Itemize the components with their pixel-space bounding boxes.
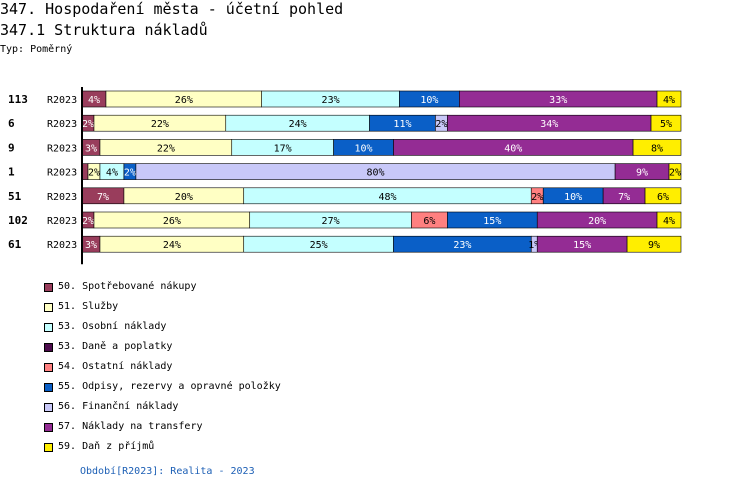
chart-type-label: Typ: Poměrný [0, 44, 73, 55]
bar-row-51: 51 R2023 7% 20% 48% 2% 10% 7% 6% [8, 187, 682, 205]
segment-value-label: 4% [663, 216, 675, 227]
segment-value-label: 22% [157, 143, 175, 154]
period-footer[interactable]: Období[R2023]: Realita - 2023 [80, 466, 255, 477]
segment-value-label: 33% [549, 95, 567, 106]
segment-value-label: 3% [85, 240, 97, 251]
row-period-label: R2023 [47, 95, 77, 106]
legend-label: 50. Spotřebované nákupy [58, 281, 197, 292]
segment-value-label: 17% [274, 143, 292, 154]
legend-swatch [44, 423, 53, 432]
segment-value-label: 8% [651, 143, 663, 154]
segment-value-label: 6% [657, 192, 669, 203]
legend-swatch [44, 283, 53, 292]
segment-value-label: 7% [618, 192, 630, 203]
segment-value-label: 2% [82, 119, 94, 130]
row-id-label: 113 [8, 93, 28, 106]
legend-label: 56. Finanční náklady [58, 401, 179, 412]
row-id-label: 1 [8, 166, 15, 179]
segment-value-label: 20% [175, 192, 193, 203]
segment-value-label: 7% [97, 192, 109, 203]
segment-value-label: 4% [88, 95, 100, 106]
segment-value-label: 2% [531, 192, 543, 203]
legend-label: 55. Odpisy, rezervy a opravné položky [58, 381, 281, 392]
stacked-bar-chart: 113 R2023 4% 26% 23% 10% 33% 4%6 R2023 2% 22% 24% 11… [8, 87, 682, 265]
segment-value-label: 40% [504, 143, 522, 154]
legend-swatch [44, 363, 53, 372]
segment-value-label: 27% [322, 216, 340, 227]
segment-value-label: 22% [151, 119, 169, 130]
bar-segment-59 [650, 114, 682, 132]
legend-label: 54. Ostatní náklady [58, 361, 173, 372]
row-period-label: R2023 [47, 192, 77, 203]
bar-row-1: 1 R2023 2% 4% 2% 80% 9% 2% [8, 163, 682, 180]
row-id-label: 51 [8, 190, 22, 203]
segment-value-label: 5% [660, 119, 672, 130]
bar-row-6: 6 R2023 2% 22% 24% 11% 2% 34% 5% [8, 114, 682, 132]
bar-segment-59 [668, 163, 682, 180]
segment-value-label: 2% [124, 168, 136, 179]
row-period-label: R2023 [47, 143, 77, 154]
segment-value-label: 26% [175, 95, 193, 106]
segment-value-label: 9% [636, 168, 648, 179]
segment-value-label: 34% [540, 119, 558, 130]
bar-segment-59 [644, 187, 682, 205]
segment-value-label: 9% [648, 240, 660, 251]
legend-label: 53. Osobní náklady [58, 321, 167, 332]
segment-value-label: 2% [88, 168, 100, 179]
legend-swatch [44, 403, 53, 412]
chart-subtitle: 347.1 Struktura nákladů [0, 21, 208, 39]
row-period-label: R2023 [47, 240, 77, 251]
row-id-label: 6 [8, 117, 15, 130]
segment-value-label: 48% [378, 192, 396, 203]
segment-value-label: 15% [573, 240, 591, 251]
segment-value-label: 23% [453, 240, 471, 251]
segment-value-label: 10% [564, 192, 582, 203]
segment-value-label: 4% [106, 168, 118, 179]
segment-value-label: 2% [82, 216, 94, 227]
segment-value-label: 24% [289, 119, 307, 130]
legend-label: 53. Daně a poplatky [58, 341, 173, 352]
legend-label: 59. Daň z příjmů [58, 441, 155, 452]
page-title: 347. Hospodaření města - účetní pohled [0, 0, 344, 18]
legend-swatch [44, 303, 53, 312]
legend-swatch [44, 323, 53, 332]
bar-segment-59 [656, 90, 682, 108]
row-period-label: R2023 [47, 119, 77, 130]
segment-value-label: 2% [669, 168, 681, 179]
bar-row-102: 102 R2023 2% 26% 27% 6% 15% 20% 4% [8, 211, 682, 229]
bar-segment-59 [656, 211, 682, 229]
row-period-label: R2023 [47, 168, 77, 179]
segment-value-label: 80% [366, 168, 384, 179]
segment-value-label: 26% [163, 216, 181, 227]
segment-value-label: 6% [423, 216, 435, 227]
legend-label: 51. Služby [58, 301, 119, 312]
segment-value-label: 24% [163, 240, 181, 251]
segment-value-label: 1% [528, 240, 540, 251]
row-id-label: 102 [8, 214, 28, 227]
row-period-label: R2023 [47, 216, 77, 227]
row-id-label: 61 [8, 238, 22, 251]
segment-value-label: 25% [310, 240, 328, 251]
segment-value-label: 23% [322, 95, 340, 106]
row-id-label: 9 [8, 141, 15, 154]
legend-swatch [44, 383, 53, 392]
segment-value-label: 4% [663, 95, 675, 106]
bar-segment-59 [626, 235, 682, 253]
segment-value-label: 10% [354, 143, 372, 154]
segment-value-label: 15% [483, 216, 501, 227]
legend-swatch [44, 443, 53, 452]
legend-swatch [44, 343, 53, 352]
segment-value-label: 20% [588, 216, 606, 227]
bar-segment-59 [632, 139, 682, 156]
segment-value-label: 10% [420, 95, 438, 106]
bar-row-61: 61 R2023 3% 24% 25% 23% 1% 15% 9% [8, 235, 682, 253]
segment-value-label: 11% [393, 119, 411, 130]
legend-label: 57. Náklady na transfery [58, 421, 203, 432]
segment-value-label: 2% [435, 119, 447, 130]
segment-value-label: 3% [85, 143, 97, 154]
bar-row-9: 9 R2023 3% 22% 17% 10% 40% 8% [8, 139, 682, 156]
bar-row-113: 113 R2023 4% 26% 23% 10% 33% 4% [8, 90, 682, 108]
